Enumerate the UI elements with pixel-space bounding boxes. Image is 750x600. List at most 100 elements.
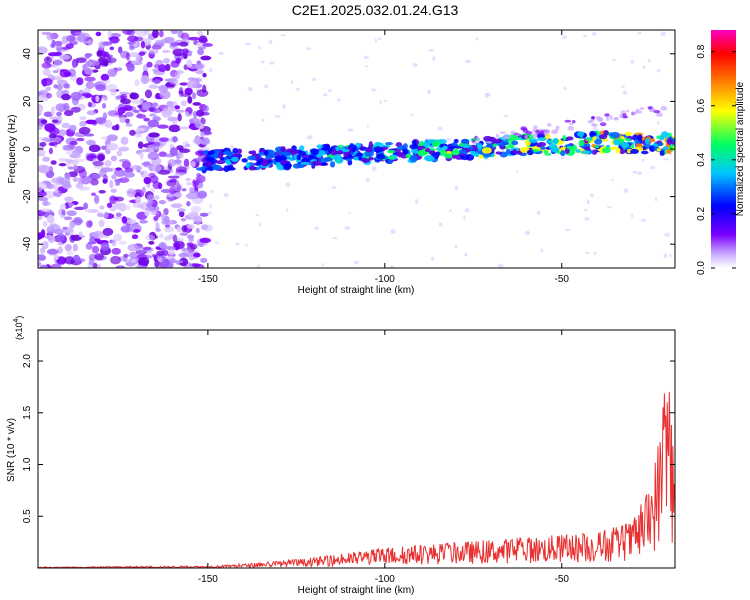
noise-blob bbox=[172, 234, 178, 243]
noise-blob bbox=[176, 184, 181, 193]
noise-blob bbox=[54, 189, 59, 193]
band-blob bbox=[329, 161, 336, 168]
noise-blob bbox=[187, 36, 200, 41]
noise-blob bbox=[117, 106, 126, 115]
noise-blob bbox=[114, 178, 123, 183]
noise-blob bbox=[40, 208, 51, 213]
noise-blob bbox=[200, 55, 212, 61]
noise-blob bbox=[214, 241, 219, 244]
noise-blob bbox=[347, 128, 354, 132]
band-blob bbox=[295, 164, 305, 169]
noise-blob bbox=[110, 188, 117, 193]
band-blob bbox=[417, 149, 426, 157]
noise-blob bbox=[71, 60, 77, 69]
noise-blob bbox=[430, 256, 435, 262]
band-blob bbox=[540, 146, 546, 151]
noise-blob bbox=[53, 84, 58, 89]
streak-blob bbox=[532, 125, 538, 130]
noise-blob bbox=[45, 86, 52, 91]
noise-blob bbox=[78, 231, 83, 238]
noise-blob bbox=[135, 196, 142, 205]
noise-blob bbox=[67, 144, 76, 150]
spectrogram-panel: -150 -100 -50 -40 -20 0 20 40 Height of straigh… bbox=[7, 29, 676, 296]
noise-blob bbox=[642, 65, 646, 70]
noise-blob bbox=[258, 222, 261, 227]
streak-blob bbox=[567, 125, 574, 131]
noise-blob bbox=[98, 219, 105, 228]
noise-blob bbox=[138, 51, 146, 56]
noise-blob bbox=[187, 96, 193, 104]
noise-blob bbox=[664, 232, 671, 237]
noise-blob bbox=[77, 177, 82, 185]
noise-blob bbox=[131, 234, 139, 240]
noise-blob bbox=[365, 65, 368, 68]
noise-blob bbox=[120, 98, 132, 105]
colorbar-tick-label: 0.0 bbox=[696, 261, 707, 275]
noise-blob bbox=[144, 89, 153, 99]
noise-blob bbox=[192, 92, 197, 100]
noise-blob bbox=[38, 146, 44, 155]
band-blob bbox=[435, 151, 441, 156]
noise-blob bbox=[46, 214, 55, 224]
noise-blob bbox=[155, 222, 160, 231]
noise-blob bbox=[584, 216, 590, 221]
noise-blob bbox=[118, 202, 127, 212]
noise-blob bbox=[46, 32, 56, 41]
noise-blob bbox=[119, 116, 126, 123]
band-blob bbox=[598, 134, 608, 140]
snr-series-line bbox=[38, 391, 675, 568]
noise-blob bbox=[143, 176, 152, 185]
band-blob bbox=[624, 131, 633, 137]
streak-blob bbox=[620, 110, 626, 114]
noise-blob bbox=[153, 79, 161, 84]
band-blob bbox=[483, 153, 492, 158]
band-blob bbox=[245, 162, 250, 169]
streak-blob bbox=[571, 120, 576, 124]
band-blob bbox=[207, 151, 213, 156]
noise-blob bbox=[181, 32, 190, 41]
band-blob bbox=[494, 138, 503, 144]
band-blob bbox=[619, 148, 626, 155]
noise-blob bbox=[70, 106, 81, 113]
noise-blob bbox=[515, 170, 519, 173]
noise-blob bbox=[180, 218, 187, 222]
noise-blob bbox=[185, 177, 192, 182]
noise-blob bbox=[64, 244, 72, 251]
noise-blob bbox=[109, 36, 120, 44]
noise-blob bbox=[131, 99, 143, 104]
noise-blob bbox=[182, 48, 189, 54]
noise-blob bbox=[170, 42, 177, 47]
band-blob bbox=[637, 134, 642, 141]
noise-blob bbox=[179, 41, 189, 47]
band-blob bbox=[476, 143, 483, 148]
noise-blob bbox=[657, 120, 660, 125]
band-blob bbox=[435, 147, 443, 151]
noise-blob bbox=[540, 248, 544, 253]
noise-blob bbox=[129, 251, 138, 259]
streak-blob bbox=[656, 112, 663, 117]
band-blob bbox=[418, 140, 424, 147]
noise-blob bbox=[157, 124, 169, 129]
noise-blob bbox=[454, 185, 459, 191]
noise-blob bbox=[54, 254, 59, 261]
streak-blob bbox=[622, 112, 627, 117]
noise-blob bbox=[102, 51, 110, 58]
streak-blob bbox=[587, 120, 593, 124]
noise-blob bbox=[82, 65, 88, 72]
band-blob bbox=[624, 138, 632, 142]
noise-blob bbox=[125, 52, 131, 61]
noise-blob bbox=[170, 60, 180, 68]
band-blob bbox=[566, 146, 574, 150]
noise-blob bbox=[118, 146, 130, 152]
noise-blob bbox=[498, 263, 504, 268]
noise-blob bbox=[129, 45, 135, 51]
noise-blob bbox=[200, 137, 211, 146]
colorbar-gradient bbox=[711, 30, 736, 268]
spectrogram-x-tick-label: -150 bbox=[198, 274, 218, 285]
noise-blob bbox=[99, 42, 105, 51]
noise-blob bbox=[186, 59, 193, 68]
noise-blob bbox=[176, 237, 185, 242]
band-blob bbox=[277, 156, 288, 160]
noise-blob bbox=[47, 52, 60, 57]
noise-blob bbox=[148, 132, 160, 138]
